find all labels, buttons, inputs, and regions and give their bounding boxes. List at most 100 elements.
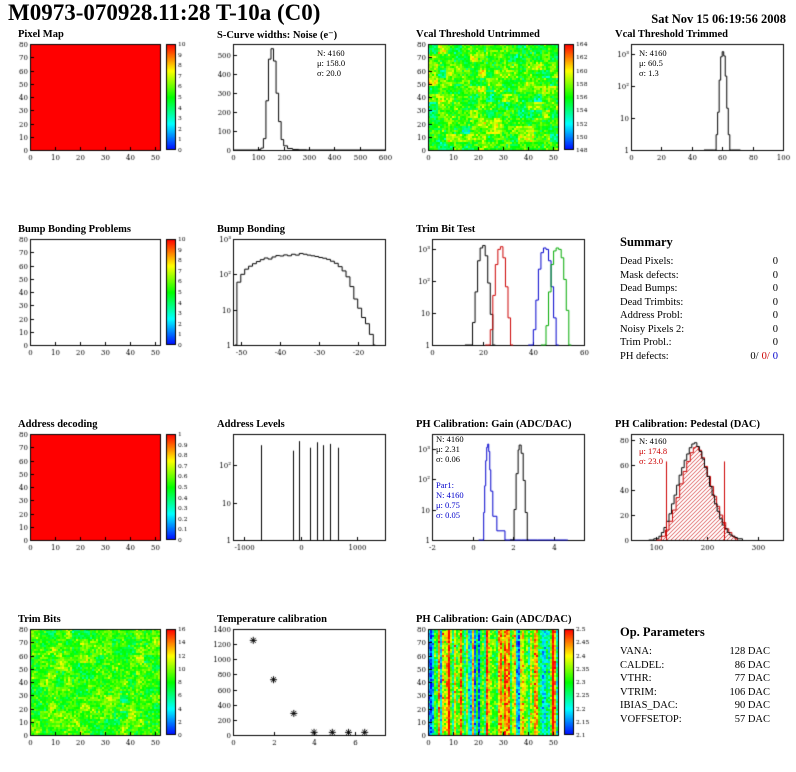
vcal-untrimmed-canvas bbox=[398, 40, 597, 195]
panel-pixel-map: Pixel Map bbox=[0, 28, 199, 221]
summary-row: Noisy Pixels 2: 0 bbox=[620, 323, 778, 337]
panel-ph-pedestal: PH Calibration: Pedestal (DAC) N: 4160 μ… bbox=[597, 418, 796, 611]
panel-ph-gain-map: PH Calibration: Gain (ADC/DAC) bbox=[398, 613, 597, 772]
stats-sigma: σ: 0.05 bbox=[436, 510, 460, 520]
summary-label: PH defects: bbox=[620, 350, 669, 362]
op-parameters-title: Op. Parameters bbox=[620, 625, 705, 639]
summary-label: Mask defects: bbox=[620, 269, 679, 281]
panel-title: Address Levels bbox=[217, 419, 285, 430]
panel-address-levels: Address Levels bbox=[199, 418, 398, 611]
stats-box: N: 4160 μ: 60.5 σ: 1.3 bbox=[639, 48, 667, 78]
summary-row: Mask defects: 0 bbox=[620, 269, 778, 283]
summary-label: Dead Pixels: bbox=[620, 256, 674, 267]
panel-title: PH Calibration: Pedestal (DAC) bbox=[615, 419, 760, 430]
op-parameter-label: CALDEL: bbox=[620, 659, 665, 671]
stats-entries: N: 4160 bbox=[639, 436, 667, 446]
op-parameter-label: VTRIM: bbox=[620, 686, 657, 698]
ph-defects-blue: 0 bbox=[772, 350, 778, 362]
summary-value: 0 bbox=[772, 283, 778, 294]
panel-ph-gain: PH Calibration: Gain (ADC/DAC) N: 4160 μ… bbox=[398, 418, 597, 611]
summary-label: Address Probl: bbox=[620, 310, 683, 321]
stats-box: N: 4160 μ: 158.0 σ: 20.0 bbox=[317, 48, 345, 78]
bump-bonding-problems-canvas bbox=[0, 235, 199, 390]
trim-bits-canvas bbox=[0, 625, 199, 772]
stats-par1-title: Par1: bbox=[436, 480, 454, 490]
stats-mean: μ: 0.75 bbox=[436, 500, 460, 510]
panel-scurve-noise: S-Curve widths: Noise (e⁻) N: 4160 μ: 15… bbox=[199, 28, 398, 221]
summary-label: Dead Trimbits: bbox=[620, 296, 684, 308]
panel-summary: Summary Dead Pixels: 0 Mask defects: 0 Dea… bbox=[597, 223, 796, 416]
op-parameter-label: VTHR: bbox=[620, 673, 652, 684]
stats-sigma: σ: 1.3 bbox=[639, 68, 659, 78]
panel-title: Trim Bit Test bbox=[416, 224, 476, 235]
stats-box: N: 4160 μ: 2.31 σ: 0.06 bbox=[436, 434, 464, 464]
stats-entries: N: 4160 bbox=[639, 48, 667, 58]
scurve-noise-canvas bbox=[199, 40, 398, 195]
summary-row-ph-defects: PH defects: 0/0/0 bbox=[620, 350, 778, 364]
panel-vcal-untrimmed: Vcal Threshold Untrimmed bbox=[398, 28, 597, 221]
summary-value: 0 bbox=[772, 256, 778, 267]
op-parameter-label: IBIAS_DAC: bbox=[620, 700, 678, 711]
stats-mean: μ: 60.5 bbox=[639, 58, 663, 68]
panel-title: Trim Bits bbox=[18, 614, 61, 625]
stats-mean: μ: 158.0 bbox=[317, 58, 346, 68]
stats-entries: N: 4160 bbox=[436, 490, 464, 500]
panel-trim-bits: Trim Bits bbox=[0, 613, 199, 772]
ph-defects-red: 0/ bbox=[761, 350, 770, 362]
temperature-calibration-canvas bbox=[199, 625, 398, 772]
panel-title: Temperature calibration bbox=[217, 614, 327, 625]
op-parameters-rows: VANA: 128 DAC CALDEL: 86 DAC VTHR: 77 DAC V… bbox=[620, 645, 770, 726]
summary-value: 0 bbox=[772, 269, 778, 281]
stats-entries: N: 4160 bbox=[436, 434, 464, 444]
panel-trim-bit-test: Trim Bit Test bbox=[398, 223, 597, 416]
panel-title: S-Curve widths: Noise (e⁻) bbox=[217, 30, 338, 41]
stats-box-par1: Par1: N: 4160 μ: 0.75 σ: 0.05 bbox=[436, 480, 464, 520]
op-parameter-row: VTRIM: 106 DAC bbox=[620, 686, 770, 700]
stats-sigma: σ: 23.0 bbox=[639, 456, 663, 466]
op-parameter-value: 128 DAC bbox=[729, 646, 770, 657]
panel-title: Pixel Map bbox=[18, 29, 64, 40]
op-parameter-value: 106 DAC bbox=[729, 686, 770, 698]
op-parameter-value: 77 DAC bbox=[734, 673, 770, 684]
summary-row: Dead Pixels: 0 bbox=[620, 255, 778, 269]
ph-gain-canvas bbox=[398, 430, 597, 585]
panel-vcal-trimmed: Vcal Threshold Trimmed N: 4160 μ: 60.5 σ… bbox=[597, 28, 796, 221]
summary-value: 0 bbox=[772, 337, 778, 348]
panel-title: Bump Bonding Problems bbox=[18, 224, 132, 235]
op-parameter-row: VOFFSETOP: 57 DAC bbox=[620, 713, 770, 727]
address-levels-canvas bbox=[199, 430, 398, 585]
op-parameter-row: VTHR: 77 DAC bbox=[620, 672, 770, 686]
panel-title: PH Calibration: Gain (ADC/DAC) bbox=[416, 419, 572, 430]
summary-value: 0 bbox=[772, 323, 778, 335]
summary-value: 0 bbox=[772, 296, 778, 308]
panel-title: Vcal Threshold Trimmed bbox=[615, 29, 728, 40]
summary-label: Noisy Pixels 2: bbox=[620, 323, 685, 335]
summary-value: 0 bbox=[772, 310, 778, 321]
address-decoding-canvas bbox=[0, 430, 199, 585]
ph-defects-black: 0/ bbox=[750, 350, 759, 362]
stats-box: N: 4160 μ: 174.8 σ: 23.0 bbox=[639, 436, 667, 466]
summary-row: Dead Bumps: 0 bbox=[620, 282, 778, 296]
panel-op-parameters: Op. Parameters VANA: 128 DAC CALDEL: 86 DA… bbox=[597, 613, 796, 772]
summary-row: Trim Probl.: 0 bbox=[620, 336, 778, 350]
op-parameter-row: IBIAS_DAC: 90 DAC bbox=[620, 699, 770, 713]
bump-bonding-canvas bbox=[199, 235, 398, 390]
panel-title: PH Calibration: Gain (ADC/DAC) bbox=[416, 614, 572, 625]
stats-sigma: σ: 0.06 bbox=[436, 454, 460, 464]
op-parameter-label: VANA: bbox=[620, 646, 652, 657]
ph-defects-values: 0/0/0 bbox=[747, 350, 778, 364]
stats-entries: N: 4160 bbox=[317, 48, 345, 58]
op-parameter-value: 57 DAC bbox=[734, 713, 770, 725]
summary-label: Trim Probl.: bbox=[620, 337, 672, 348]
vcal-trimmed-canvas bbox=[597, 40, 796, 195]
pixel-map-canvas bbox=[0, 40, 199, 195]
panel-bump-bonding-problems: Bump Bonding Problems bbox=[0, 223, 199, 416]
panel-title: Bump Bonding bbox=[217, 224, 285, 235]
panel-bump-bonding: Bump Bonding bbox=[199, 223, 398, 416]
stats-sigma: σ: 20.0 bbox=[317, 68, 341, 78]
ph-gain-map-canvas bbox=[398, 625, 597, 772]
page-title: M0973-070928.11:28 T-10a (C0) bbox=[8, 0, 321, 25]
panel-title: Vcal Threshold Untrimmed bbox=[416, 29, 540, 40]
summary-row: Address Probl: 0 bbox=[620, 309, 778, 323]
